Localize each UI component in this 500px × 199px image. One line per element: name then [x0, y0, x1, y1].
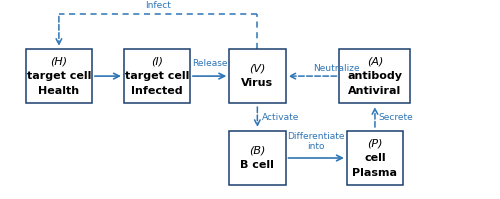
- Text: cell: cell: [364, 153, 386, 163]
- Text: (V): (V): [249, 64, 266, 74]
- FancyBboxPatch shape: [340, 49, 410, 103]
- FancyBboxPatch shape: [229, 49, 285, 103]
- Text: B cell: B cell: [240, 160, 274, 170]
- FancyBboxPatch shape: [26, 49, 92, 103]
- Text: Differentiate
into: Differentiate into: [288, 132, 345, 151]
- Text: Activate: Activate: [262, 113, 300, 122]
- Text: Antiviral: Antiviral: [348, 86, 402, 96]
- FancyBboxPatch shape: [229, 131, 285, 185]
- Text: Infected: Infected: [131, 86, 182, 96]
- Text: Health: Health: [38, 86, 80, 96]
- Text: antibody: antibody: [348, 71, 403, 81]
- Text: (P): (P): [367, 138, 382, 148]
- Text: (A): (A): [367, 57, 383, 66]
- Text: target cell: target cell: [26, 71, 91, 81]
- FancyBboxPatch shape: [347, 131, 403, 185]
- Text: (H): (H): [50, 57, 68, 66]
- Text: (I): (I): [151, 57, 163, 66]
- Text: target cell: target cell: [124, 71, 189, 81]
- FancyBboxPatch shape: [124, 49, 190, 103]
- Text: Infect: Infect: [146, 1, 172, 10]
- Text: Plasma: Plasma: [352, 168, 398, 178]
- Text: Virus: Virus: [242, 78, 274, 88]
- Text: (B): (B): [249, 146, 266, 156]
- Text: Neutralize: Neutralize: [312, 64, 360, 73]
- Text: Secrete: Secrete: [379, 113, 414, 122]
- Text: Release: Release: [192, 59, 228, 68]
